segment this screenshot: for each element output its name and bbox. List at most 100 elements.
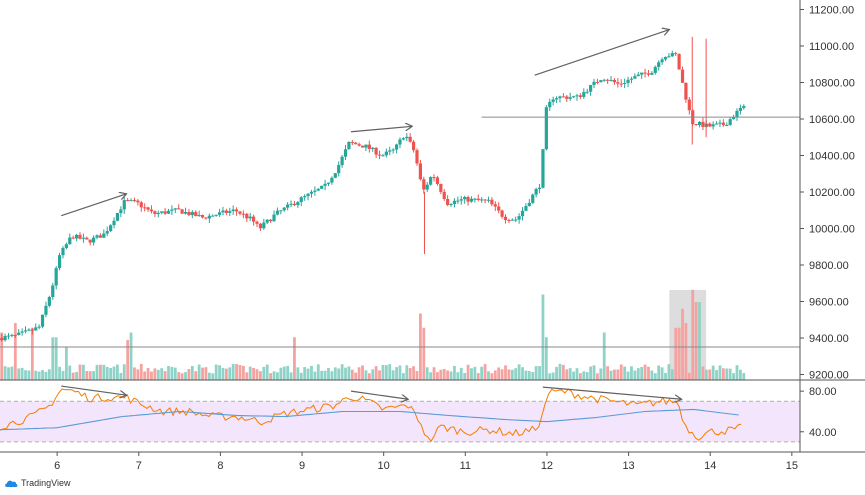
candle-body bbox=[78, 234, 82, 239]
time-tick-label: 13 bbox=[622, 460, 634, 472]
time-tick-label: 8 bbox=[217, 460, 223, 472]
candle-body bbox=[190, 212, 194, 216]
candle-body bbox=[20, 331, 24, 333]
candle-body bbox=[374, 147, 378, 155]
candle-body bbox=[411, 141, 416, 151]
volume-bar bbox=[347, 366, 351, 380]
candle-body bbox=[714, 123, 719, 125]
candle-body bbox=[71, 237, 75, 239]
tradingview-brand[interactable]: TradingView bbox=[4, 478, 71, 488]
volume-bar bbox=[388, 364, 392, 380]
candle-body bbox=[476, 198, 480, 200]
candle-body bbox=[282, 207, 286, 211]
candle-body bbox=[265, 219, 269, 223]
rsi-pane bbox=[0, 385, 800, 443]
volume-bar bbox=[429, 372, 433, 380]
volume-bar bbox=[653, 373, 657, 380]
volume-bar bbox=[470, 368, 473, 380]
candle-body bbox=[571, 96, 576, 98]
volume-bar bbox=[732, 373, 735, 380]
candle-body bbox=[725, 124, 729, 126]
volume-bar bbox=[422, 327, 426, 380]
candle-body bbox=[510, 219, 514, 221]
volume-bar bbox=[180, 373, 184, 380]
rsi-band bbox=[0, 401, 800, 442]
candle-body bbox=[439, 183, 443, 192]
volume-bar bbox=[357, 367, 361, 380]
volume-bar bbox=[282, 366, 286, 380]
volume-bar bbox=[664, 372, 667, 380]
candle-body bbox=[217, 212, 222, 215]
candle-body bbox=[98, 235, 103, 238]
candle-body bbox=[629, 78, 634, 80]
candle-body bbox=[405, 136, 409, 139]
time-tick-label: 14 bbox=[704, 460, 716, 472]
volume-bar bbox=[248, 366, 252, 380]
candle-body bbox=[650, 72, 654, 75]
candle-body bbox=[708, 123, 712, 127]
axes bbox=[0, 0, 865, 453]
candle-body bbox=[578, 95, 582, 97]
volume-bar bbox=[88, 371, 92, 380]
candle-body bbox=[514, 219, 518, 221]
candle-body bbox=[320, 185, 324, 189]
volume-bar bbox=[691, 289, 695, 380]
candle-body bbox=[119, 209, 123, 214]
candle-body bbox=[381, 155, 385, 157]
divergence-arrow bbox=[534, 30, 670, 76]
candle-body bbox=[275, 210, 280, 215]
candle-body bbox=[153, 211, 157, 214]
volume-bar bbox=[262, 366, 266, 380]
volume-bar bbox=[538, 366, 541, 380]
volume-bar bbox=[514, 368, 518, 380]
volume-bar bbox=[316, 364, 320, 380]
candle-body bbox=[163, 211, 167, 214]
candle-body bbox=[156, 212, 160, 214]
volume-bar bbox=[442, 369, 446, 380]
candle-body bbox=[149, 209, 154, 212]
volume-bar bbox=[34, 370, 38, 380]
volume-bar bbox=[667, 364, 671, 380]
rsi-axis-labels: 80.00 40.00 bbox=[800, 386, 837, 439]
volume-bar bbox=[657, 365, 661, 380]
volume-bar bbox=[436, 372, 439, 380]
candle-body bbox=[626, 79, 630, 83]
volume-bar bbox=[58, 366, 61, 380]
candle-body bbox=[248, 216, 252, 219]
candles bbox=[0, 36, 746, 342]
candle-body bbox=[738, 107, 742, 111]
volume-bars bbox=[0, 289, 746, 380]
candle-body bbox=[619, 83, 623, 85]
candle-body bbox=[115, 213, 120, 221]
volume-bar bbox=[459, 367, 463, 380]
candle-body bbox=[667, 56, 671, 58]
volume-bar bbox=[510, 369, 514, 380]
brand-name: TradingView bbox=[21, 478, 71, 488]
candle-body bbox=[640, 72, 644, 75]
volume-bar bbox=[136, 369, 140, 380]
volume-bar bbox=[47, 369, 51, 380]
volume-bar bbox=[68, 365, 72, 380]
volume-bar bbox=[364, 370, 368, 380]
candle-body bbox=[23, 330, 28, 332]
candle-body bbox=[568, 97, 572, 99]
candle-body bbox=[40, 314, 45, 327]
candle-body bbox=[211, 215, 215, 217]
candle-body bbox=[599, 80, 603, 83]
volume-bar bbox=[613, 369, 616, 380]
time-tick-label: 7 bbox=[136, 460, 142, 472]
price-tick-label: 10000.00 bbox=[809, 224, 855, 236]
candle-body bbox=[160, 211, 164, 213]
volume-bar bbox=[133, 367, 136, 380]
volume-bar bbox=[575, 368, 579, 380]
candle-body bbox=[585, 91, 589, 93]
volume-bar bbox=[245, 372, 249, 380]
volume-bar bbox=[187, 369, 191, 380]
candle-body bbox=[503, 216, 508, 221]
candle-body bbox=[415, 150, 419, 164]
candle-body bbox=[517, 216, 521, 220]
candle-body bbox=[394, 144, 399, 150]
candle-body bbox=[527, 202, 531, 207]
candle-body bbox=[429, 177, 433, 185]
candle-body bbox=[234, 209, 239, 212]
